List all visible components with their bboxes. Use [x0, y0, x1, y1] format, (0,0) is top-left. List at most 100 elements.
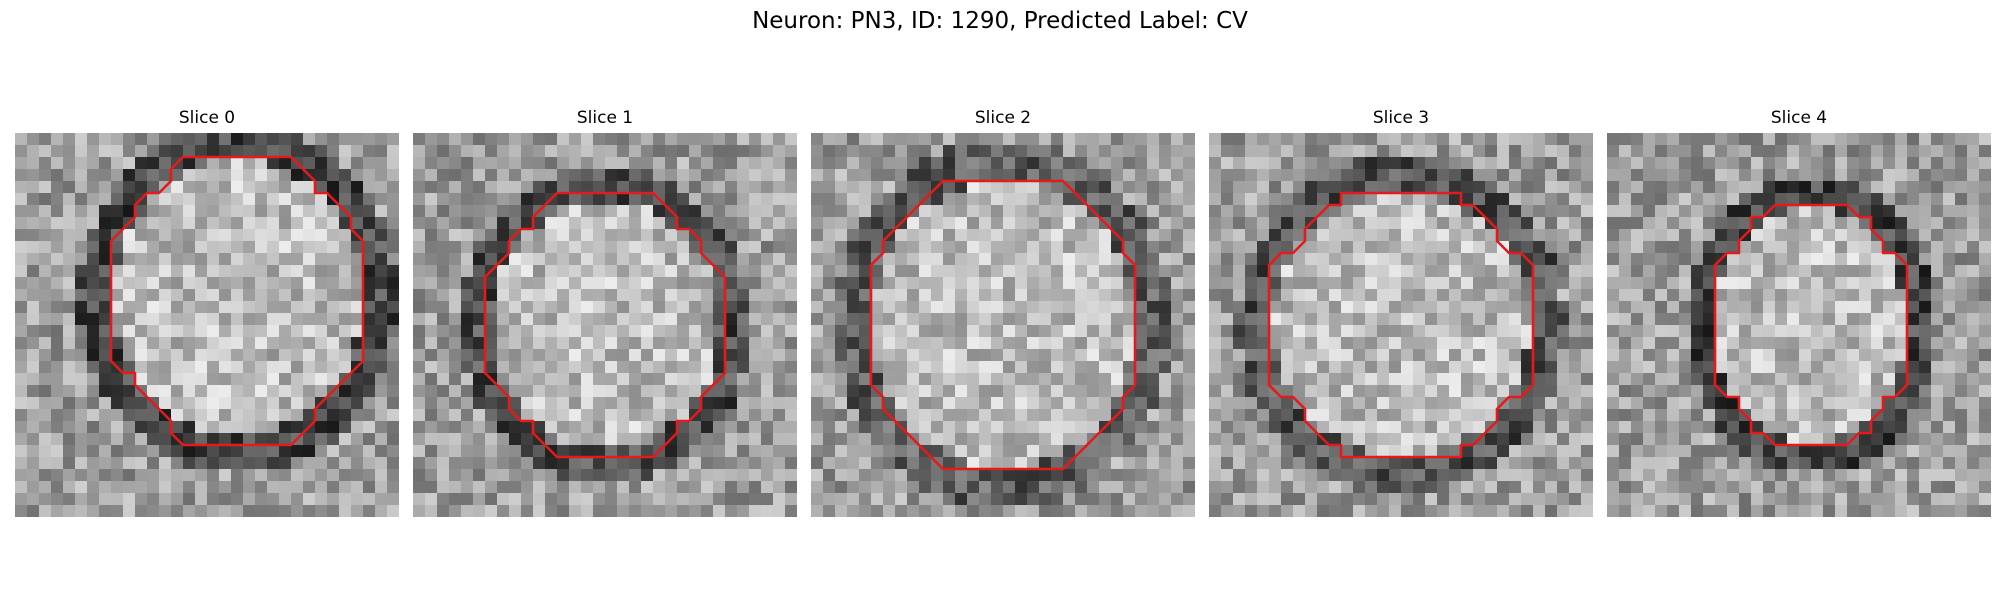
pixel: [1413, 493, 1426, 506]
pixel: [1245, 373, 1258, 386]
pixel: [835, 253, 848, 266]
pixel: [1545, 457, 1558, 470]
pixel: [1425, 301, 1438, 314]
pixel: [99, 217, 112, 230]
slice-image: [15, 133, 399, 517]
pixel: [907, 337, 920, 350]
pixel: [449, 325, 462, 338]
pixel: [1667, 457, 1680, 470]
pixel: [1183, 193, 1195, 206]
pixel: [231, 205, 244, 218]
pixel: [231, 193, 244, 206]
pixel: [1557, 337, 1570, 350]
pixel: [231, 253, 244, 266]
pixel: [1763, 325, 1776, 338]
pixel: [1305, 373, 1318, 386]
pixel: [135, 157, 148, 170]
pixel: [255, 421, 268, 434]
pixel: [15, 469, 28, 482]
pixel: [509, 493, 522, 506]
pixel: [1497, 337, 1510, 350]
pixel: [1835, 157, 1848, 170]
pixel: [1389, 349, 1402, 362]
pixel: [159, 373, 172, 386]
pixel: [1111, 205, 1124, 218]
pixel: [749, 133, 762, 146]
pixel: [171, 325, 184, 338]
pixel: [1135, 181, 1148, 194]
pixel: [689, 505, 702, 517]
pixel: [1341, 145, 1354, 158]
pixel: [159, 229, 172, 242]
pixel: [823, 373, 836, 386]
pixel: [1727, 421, 1740, 434]
pixel: [1775, 445, 1788, 458]
pixel: [1111, 481, 1124, 494]
pixel: [737, 397, 750, 410]
pixel: [1485, 433, 1498, 446]
pixel: [39, 421, 52, 434]
pixel: [919, 277, 932, 290]
pixel: [1111, 289, 1124, 302]
pixel: [135, 469, 148, 482]
pixel: [1943, 277, 1956, 290]
pixel: [159, 325, 172, 338]
pixel: [497, 373, 510, 386]
pixel: [1919, 265, 1932, 278]
pixel: [75, 169, 88, 182]
pixel: [1509, 469, 1522, 482]
pixel: [39, 505, 52, 517]
pixel: [195, 409, 208, 422]
pixel: [449, 421, 462, 434]
pixel: [967, 457, 980, 470]
pixel: [1703, 457, 1716, 470]
pixel: [1233, 325, 1246, 338]
pixel: [75, 289, 88, 302]
pixel: [1461, 253, 1474, 266]
pixel: [1425, 277, 1438, 290]
pixel: [1051, 157, 1064, 170]
pixel: [243, 169, 256, 182]
pixel: [75, 313, 88, 326]
pixel: [847, 505, 860, 517]
pixel: [1751, 277, 1764, 290]
pixel: [1401, 493, 1414, 506]
pixel: [1221, 133, 1234, 146]
pixel: [1353, 217, 1366, 230]
pixel: [1931, 253, 1944, 266]
pixel: [1087, 457, 1100, 470]
pixel: [847, 229, 860, 242]
pixel: [737, 445, 750, 458]
pixel: [1269, 409, 1282, 422]
pixel: [39, 349, 52, 362]
pixel: [1679, 265, 1692, 278]
pixel: [1449, 397, 1462, 410]
pixel: [605, 445, 618, 458]
pixel: [1425, 469, 1438, 482]
pixel: [1389, 133, 1402, 146]
pixel: [123, 361, 136, 374]
pixel: [255, 313, 268, 326]
pixel: [749, 385, 762, 398]
pixel: [195, 325, 208, 338]
pixel: [51, 325, 64, 338]
pixel: [1811, 349, 1824, 362]
pixel: [111, 133, 124, 146]
pixel: [123, 169, 136, 182]
pixel: [1305, 505, 1318, 517]
pixel: [725, 277, 738, 290]
pixel: [339, 301, 352, 314]
pixel: [773, 361, 786, 374]
pixel: [1425, 349, 1438, 362]
pixel: [1557, 133, 1570, 146]
pixel: [1269, 469, 1282, 482]
pixel: [1365, 361, 1378, 374]
pixel: [63, 217, 76, 230]
pixel: [1377, 325, 1390, 338]
pixel: [785, 241, 797, 254]
pixel: [545, 373, 558, 386]
pixel: [785, 457, 797, 470]
pixel: [1147, 229, 1160, 242]
pixel: [1581, 349, 1593, 362]
pixel: [363, 397, 376, 410]
